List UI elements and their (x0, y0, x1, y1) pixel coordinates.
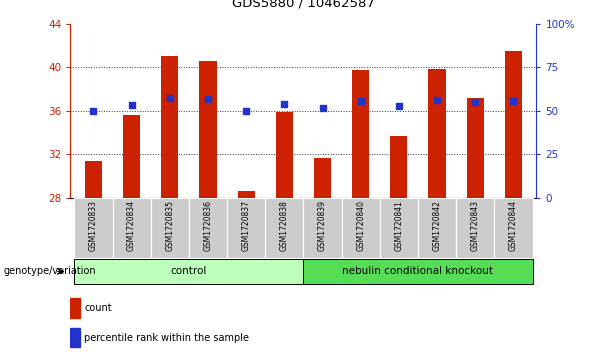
Point (394, 103, 404, 109)
FancyBboxPatch shape (113, 198, 151, 258)
Bar (199, 61, 216, 198)
FancyBboxPatch shape (456, 198, 494, 258)
Text: count: count (85, 303, 112, 313)
Point (280, 101, 289, 107)
Point (356, 98, 365, 104)
FancyBboxPatch shape (227, 198, 265, 258)
Bar (85, 161, 102, 198)
FancyBboxPatch shape (303, 259, 533, 284)
Text: nebulin conditional knockout: nebulin conditional knockout (343, 266, 493, 276)
FancyBboxPatch shape (265, 198, 303, 258)
Point (509, 98, 519, 104)
Text: GSM1720839: GSM1720839 (318, 200, 327, 250)
Text: GSM1720842: GSM1720842 (433, 200, 441, 250)
Point (432, 97, 442, 103)
Text: GSM1720836: GSM1720836 (204, 200, 213, 250)
Bar (352, 70, 369, 198)
FancyBboxPatch shape (74, 198, 113, 258)
FancyBboxPatch shape (189, 198, 227, 258)
Bar (70, 328, 80, 347)
Bar (161, 56, 178, 198)
FancyBboxPatch shape (341, 198, 380, 258)
Bar (123, 115, 140, 198)
Text: GSM1720844: GSM1720844 (509, 200, 518, 250)
Bar (238, 191, 255, 198)
FancyBboxPatch shape (151, 198, 189, 258)
Point (318, 105, 327, 111)
FancyBboxPatch shape (494, 198, 533, 258)
Text: percentile rank within the sample: percentile rank within the sample (85, 333, 249, 343)
Point (165, 95, 175, 101)
Bar (314, 158, 331, 198)
Text: GSM1720833: GSM1720833 (89, 200, 98, 250)
Bar (505, 51, 522, 198)
Text: GDS5880 / 10462587: GDS5880 / 10462587 (232, 0, 375, 9)
Text: GSM1720841: GSM1720841 (394, 200, 403, 250)
Bar (428, 69, 446, 198)
Bar (390, 136, 408, 198)
Point (470, 99, 480, 105)
FancyBboxPatch shape (74, 259, 303, 284)
FancyBboxPatch shape (380, 198, 418, 258)
Point (203, 97, 213, 102)
FancyBboxPatch shape (418, 198, 456, 258)
Bar (276, 112, 293, 198)
Bar (466, 98, 484, 198)
Text: control: control (170, 266, 207, 276)
Text: genotype/variation: genotype/variation (3, 266, 96, 276)
Text: GSM1720840: GSM1720840 (356, 200, 365, 250)
Text: GSM1720843: GSM1720843 (471, 200, 480, 250)
Text: GSM1720834: GSM1720834 (127, 200, 136, 250)
Text: GSM1720837: GSM1720837 (242, 200, 251, 250)
Point (242, 108, 251, 114)
FancyBboxPatch shape (303, 198, 341, 258)
Point (127, 103, 137, 109)
Text: GSM1720835: GSM1720835 (166, 200, 174, 250)
Point (88, 108, 98, 114)
Bar (70, 298, 80, 318)
Text: GSM1720838: GSM1720838 (280, 200, 289, 250)
